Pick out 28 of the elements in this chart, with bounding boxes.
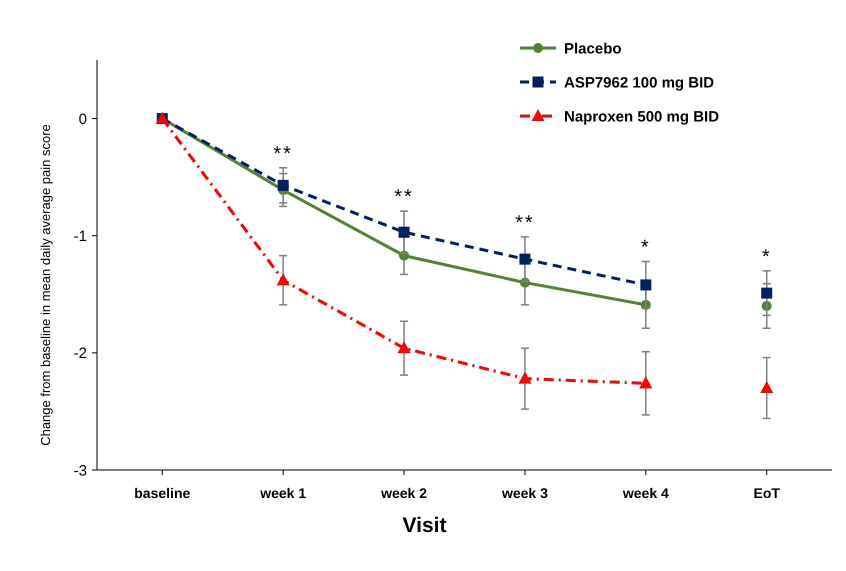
annotation: ** [394,186,414,208]
annotation: ** [273,142,293,165]
legend-label: ASP7962 100 mg BID [564,74,714,92]
x-tick-label: week 1 [259,485,306,501]
y-tick-label: 0 [78,110,87,128]
x-tick-label: baseline [134,485,191,501]
point [519,254,530,265]
point [518,372,532,384]
point [398,226,410,238]
x-tick-label: week 3 [500,485,548,501]
point [398,341,411,354]
legend-label: Placebo [564,40,622,58]
annotation: ** [515,212,535,234]
point [639,376,652,388]
y-tick-label: -1 [74,228,87,245]
point [278,180,289,191]
y-tick-label: -2 [74,345,87,362]
annotation: * [762,246,772,268]
x-axis-title: Visit [402,514,446,537]
point [276,273,290,286]
annotation: * [640,236,651,258]
x-tick-label: week 4 [622,485,669,501]
y-tick-label: -3 [74,462,87,480]
x-tick-label: EoT [753,485,780,501]
y-axis-title: Change from baseline in mean daily average pain score [38,124,53,446]
legend-label: Naproxen 500 mg BID [564,108,720,126]
x-tick-label: week 2 [380,485,428,501]
point [640,279,652,290]
